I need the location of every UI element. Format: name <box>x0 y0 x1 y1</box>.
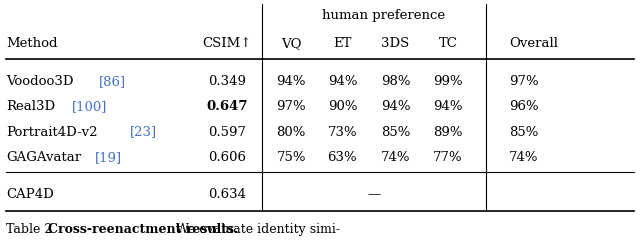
Text: 3DS: 3DS <box>381 37 410 50</box>
Text: 74%: 74% <box>381 151 410 164</box>
Text: 94%: 94% <box>276 75 306 88</box>
Text: 97%: 97% <box>509 75 538 88</box>
Text: 74%: 74% <box>509 151 538 164</box>
Text: Voodoo3D: Voodoo3D <box>6 75 74 88</box>
Text: 0.647: 0.647 <box>207 100 248 113</box>
Text: [86]: [86] <box>99 75 126 88</box>
Text: 94%: 94% <box>381 100 410 113</box>
Text: 97%: 97% <box>276 100 306 113</box>
Text: 0.597: 0.597 <box>208 126 246 138</box>
Text: Cross-reenactment results.: Cross-reenactment results. <box>48 223 238 236</box>
Text: TC: TC <box>438 37 458 50</box>
Text: 73%: 73% <box>328 126 357 138</box>
Text: Overall: Overall <box>509 37 558 50</box>
Text: 85%: 85% <box>509 126 538 138</box>
Text: 98%: 98% <box>381 75 410 88</box>
Text: VQ: VQ <box>281 37 301 50</box>
Text: 85%: 85% <box>381 126 410 138</box>
Text: 77%: 77% <box>433 151 463 164</box>
Text: [100]: [100] <box>72 100 108 113</box>
Text: GAGAvatar: GAGAvatar <box>6 151 81 164</box>
Text: 80%: 80% <box>276 126 306 138</box>
Text: Table 2: Table 2 <box>6 223 52 236</box>
Text: 63%: 63% <box>328 151 357 164</box>
Text: 89%: 89% <box>433 126 463 138</box>
Text: human preference: human preference <box>323 9 445 22</box>
Text: 75%: 75% <box>276 151 306 164</box>
Text: We evaluate identity simi-: We evaluate identity simi- <box>176 223 340 236</box>
Text: 99%: 99% <box>433 75 463 88</box>
Text: CAP4D: CAP4D <box>6 188 54 201</box>
Text: 0.606: 0.606 <box>208 151 246 164</box>
Text: ET: ET <box>333 37 351 50</box>
Text: 96%: 96% <box>509 100 538 113</box>
Text: 94%: 94% <box>328 75 357 88</box>
Text: 0.634: 0.634 <box>208 188 246 201</box>
Text: Real3D: Real3D <box>6 100 56 113</box>
Text: 90%: 90% <box>328 100 357 113</box>
Text: Method: Method <box>6 37 58 50</box>
Text: [19]: [19] <box>95 151 122 164</box>
Text: —: — <box>368 188 381 201</box>
Text: 94%: 94% <box>433 100 463 113</box>
Text: CSIM↑: CSIM↑ <box>202 37 252 50</box>
Text: Portrait4D-v2: Portrait4D-v2 <box>6 126 98 138</box>
Text: [23]: [23] <box>130 126 157 138</box>
Text: 0.349: 0.349 <box>208 75 246 88</box>
